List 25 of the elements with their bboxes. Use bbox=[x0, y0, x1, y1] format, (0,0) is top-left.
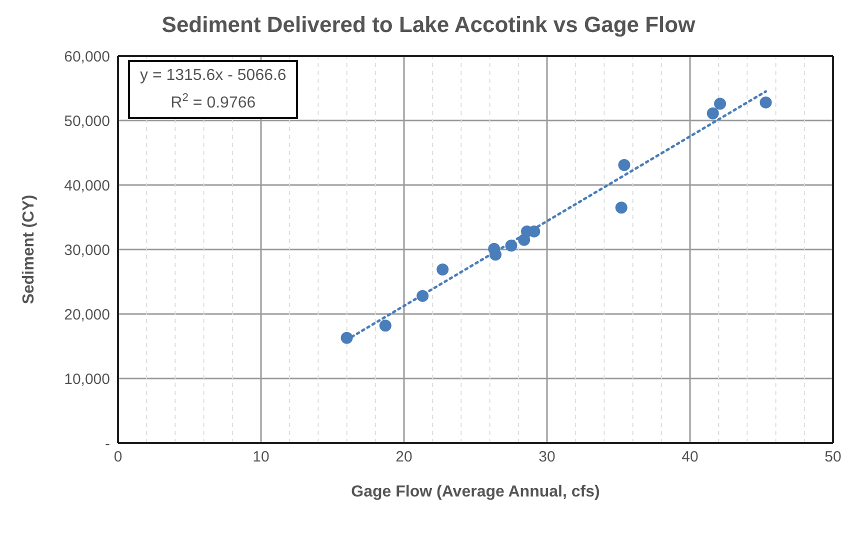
chart-title: Sediment Delivered to Lake Accotink vs Gage Flow bbox=[160, 11, 696, 39]
x-tick-label: 30 bbox=[538, 448, 556, 466]
point bbox=[618, 159, 630, 172]
point bbox=[615, 202, 628, 214]
x-tick-label: 40 bbox=[682, 448, 698, 466]
y-tick-label: 40,000 bbox=[64, 177, 110, 194]
point bbox=[379, 320, 392, 332]
x-axis-title: Gage Flow (Average Annual, cfs) bbox=[351, 483, 600, 500]
y-tick-label: 60,000 bbox=[64, 48, 110, 66]
point bbox=[436, 263, 449, 276]
annotation: R$^{2}$ = 0.9766 bbox=[170, 92, 256, 112]
point bbox=[714, 98, 726, 110]
point bbox=[760, 96, 772, 108]
x-tick-label: 50 bbox=[824, 448, 842, 466]
y-tick-label: - bbox=[105, 435, 110, 452]
y-tick-label: 10,000 bbox=[64, 370, 110, 388]
y-tick-label: 20,000 bbox=[64, 306, 110, 324]
annotation: y = 1315.6x - 5066.6 bbox=[140, 67, 286, 84]
point bbox=[706, 107, 719, 120]
x-tick-label: 10 bbox=[252, 448, 270, 466]
x-tick-label: 0 bbox=[114, 448, 122, 466]
y-tick-label: 50,000 bbox=[64, 112, 110, 130]
x-tick-label: 20 bbox=[396, 448, 412, 466]
y-axis-title: Sediment (CY) bbox=[20, 194, 38, 304]
y-tick-label: 30,000 bbox=[64, 242, 110, 259]
